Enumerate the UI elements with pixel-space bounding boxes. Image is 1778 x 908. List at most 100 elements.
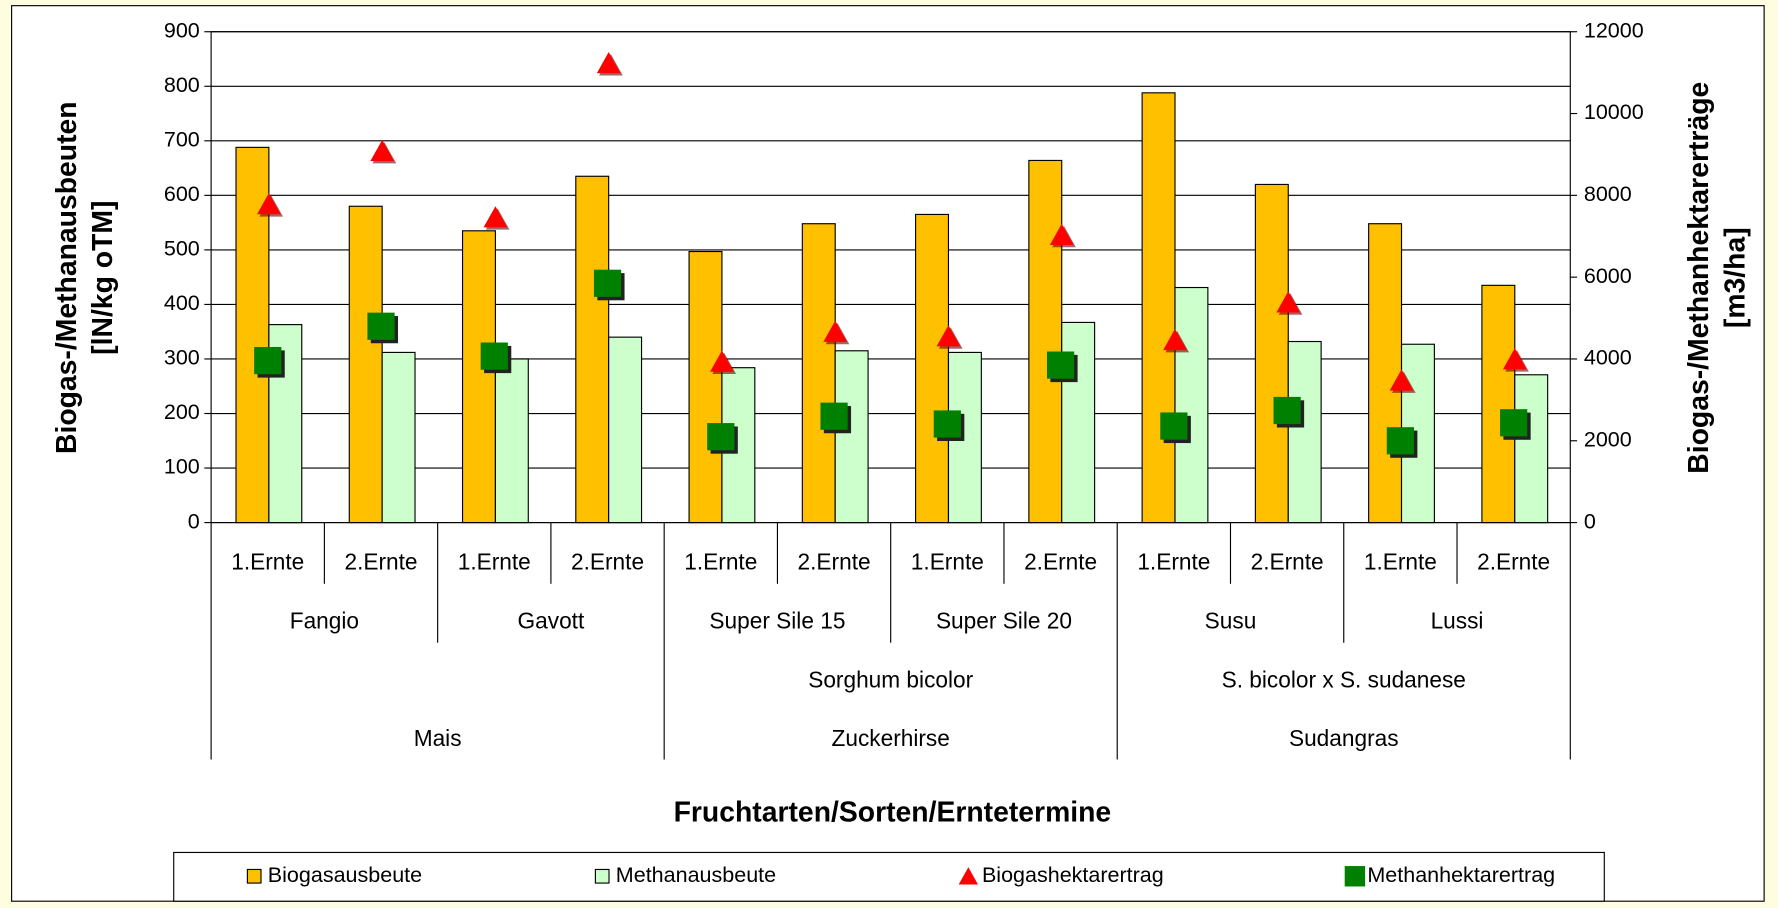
bar bbox=[1254, 183, 1289, 524]
variety-label: Super Sile 15 bbox=[709, 607, 845, 633]
square-marker bbox=[1160, 412, 1188, 440]
x-tick-label: 2.Ernte bbox=[344, 548, 417, 574]
bar bbox=[1368, 223, 1403, 524]
x-axis-title: Fruchtarten/Sorten/Erntetermine bbox=[674, 796, 1112, 828]
x-tick-label: 1.Ernte bbox=[458, 548, 531, 574]
species-label: S. bicolor x S. sudanese bbox=[1222, 666, 1466, 692]
plot-area bbox=[210, 31, 1571, 524]
y2-axis-title: Biogas-/Methanhektarerträge bbox=[1683, 82, 1715, 474]
legend-swatch bbox=[246, 868, 262, 884]
triangle-marker bbox=[483, 206, 508, 228]
x-tick-label: 1.Ernte bbox=[911, 548, 984, 574]
variety-label: Gavott bbox=[518, 607, 585, 633]
species-label: Sorghum bicolor bbox=[808, 666, 973, 692]
crop-label: Mais bbox=[414, 725, 462, 751]
bar bbox=[494, 358, 529, 524]
variety-label: Lussi bbox=[1431, 607, 1484, 633]
x-tick-label: 1.Ernte bbox=[1364, 548, 1437, 574]
square-marker bbox=[367, 312, 395, 340]
y-tick-label: 200 bbox=[164, 400, 200, 424]
y-axis-title: Biogas-/Methanausbeuten bbox=[51, 101, 83, 454]
variety-label: Super Sile 20 bbox=[936, 607, 1072, 633]
y2-tick-label: 6000 bbox=[1584, 264, 1632, 288]
bar bbox=[1514, 374, 1549, 524]
variety-label: Fangio bbox=[290, 607, 359, 633]
legend bbox=[173, 851, 1605, 902]
x-tick-label: 1.Ernte bbox=[231, 548, 304, 574]
y-tick-label: 700 bbox=[164, 128, 200, 152]
triangle-marker bbox=[1276, 291, 1301, 313]
legend-label: Methanhektarertrag bbox=[1367, 863, 1555, 887]
bar bbox=[1061, 321, 1096, 524]
x-tick-label: 2.Ernte bbox=[798, 548, 871, 574]
bar bbox=[1481, 284, 1516, 524]
y-tick-label: 400 bbox=[164, 291, 200, 315]
square-marker bbox=[707, 423, 735, 451]
x-tick-label: 2.Ernte bbox=[1251, 548, 1324, 574]
y-tick-label: 100 bbox=[164, 455, 200, 479]
variety-label: Susu bbox=[1205, 607, 1257, 633]
triangle-marker bbox=[823, 320, 848, 342]
y2-tick-label: 4000 bbox=[1584, 346, 1632, 370]
bar bbox=[834, 350, 869, 524]
triangle-marker bbox=[710, 350, 734, 372]
y-tick-label: 0 bbox=[188, 509, 200, 533]
x-tick-label: 1.Ernte bbox=[1137, 548, 1210, 574]
y-tick-label: 300 bbox=[164, 346, 200, 370]
legend-swatch bbox=[1344, 866, 1366, 887]
x-tick-label: 2.Ernte bbox=[1477, 548, 1550, 574]
triangle-marker bbox=[1389, 369, 1414, 391]
square-marker bbox=[820, 402, 848, 430]
y2-tick-label: 0 bbox=[1584, 509, 1596, 533]
x-tick-label: 2.Ernte bbox=[1024, 548, 1097, 574]
y2-tick-label: 8000 bbox=[1584, 182, 1632, 206]
bar bbox=[1141, 92, 1176, 524]
bar bbox=[688, 250, 723, 524]
y-tick-label: 500 bbox=[164, 237, 200, 261]
crop-label: Sudangras bbox=[1289, 725, 1399, 751]
square-marker bbox=[1386, 427, 1414, 455]
bar bbox=[1174, 286, 1209, 524]
bar bbox=[575, 175, 610, 524]
y2-axis-title: [m3/ha] bbox=[1719, 227, 1751, 328]
bar bbox=[235, 146, 270, 524]
triangle-marker bbox=[1502, 348, 1527, 370]
square-marker bbox=[1046, 351, 1075, 379]
y-axis-title: [lN/kg oTM] bbox=[87, 201, 119, 355]
bar bbox=[348, 205, 383, 524]
crop-label: Zuckerhirse bbox=[832, 725, 950, 751]
square-marker bbox=[1500, 409, 1528, 437]
triangle-marker bbox=[596, 51, 621, 74]
triangle-marker bbox=[370, 139, 394, 162]
bar bbox=[1028, 159, 1063, 524]
square-marker bbox=[933, 410, 961, 438]
y2-tick-label: 10000 bbox=[1584, 100, 1644, 124]
bar bbox=[801, 223, 836, 524]
triangle-marker bbox=[1049, 223, 1074, 245]
legend-swatch bbox=[958, 867, 979, 885]
bar bbox=[608, 336, 643, 524]
bar bbox=[1287, 340, 1322, 524]
legend-swatch bbox=[594, 868, 610, 884]
legend-label: Methanausbeute bbox=[616, 863, 776, 887]
square-marker bbox=[254, 347, 282, 375]
y-tick-label: 900 bbox=[164, 18, 200, 42]
y2-tick-label: 12000 bbox=[1584, 18, 1644, 42]
bar bbox=[381, 351, 416, 524]
triangle-marker bbox=[257, 193, 281, 215]
triangle-marker bbox=[936, 325, 961, 347]
y-tick-label: 800 bbox=[164, 73, 200, 97]
y2-tick-label: 2000 bbox=[1584, 427, 1632, 451]
x-tick-label: 1.Ernte bbox=[684, 548, 757, 574]
triangle-marker bbox=[1163, 328, 1187, 351]
square-marker bbox=[1273, 396, 1301, 425]
x-tick-label: 2.Ernte bbox=[571, 548, 644, 574]
bar bbox=[461, 230, 496, 524]
legend-label: Biogashektarertrag bbox=[982, 863, 1164, 887]
bar bbox=[915, 213, 950, 524]
y-tick-label: 600 bbox=[164, 182, 200, 206]
square-marker bbox=[593, 269, 622, 297]
square-marker bbox=[480, 342, 508, 370]
legend-label: Biogasausbeute bbox=[268, 863, 422, 887]
